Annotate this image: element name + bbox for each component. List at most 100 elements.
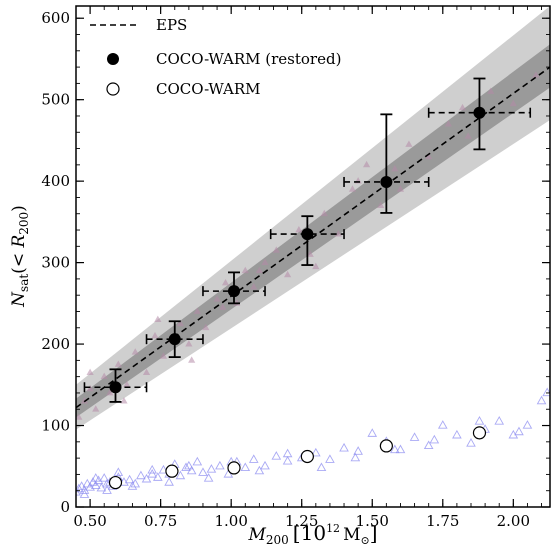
y-tick-label: 100 [41, 417, 70, 435]
restored-halo-point [509, 99, 517, 107]
restored-point [228, 285, 240, 298]
coco-warm-halo-point [536, 395, 547, 405]
coco-warm-point [165, 464, 179, 478]
restored-halo-point [320, 209, 328, 217]
x-axis-label: M200 [1012 M⊙] [247, 521, 377, 547]
restored-halo-point [86, 384, 94, 392]
restored-halo-point [241, 266, 249, 274]
legend: EPS COCO-WARM (restored) COCO-WARM [90, 16, 341, 98]
y-tick-label: 500 [41, 91, 70, 109]
confidence-bands [76, 6, 550, 430]
y-tick-label: 300 [41, 254, 70, 272]
coco-warm-halo-point [192, 456, 203, 466]
restored-halo-point [193, 307, 201, 314]
coco-warm-halo-point [350, 452, 361, 462]
coco-warm-halo-point [282, 455, 293, 465]
eps-line [76, 66, 550, 409]
scatter-coco-warm-haloes [76, 387, 550, 498]
restored-halo-point [202, 323, 210, 331]
restored-point [380, 175, 393, 188]
y-tick-label: 0 [60, 498, 70, 516]
coco-warm-point [300, 449, 314, 464]
restored-halo-point [106, 388, 114, 396]
x-tick-label: 2.00 [497, 512, 530, 530]
restored-halo-point [405, 140, 413, 147]
restored-halo-point [255, 266, 263, 274]
coco-warm-halo-point [466, 438, 476, 447]
coco-warm-point [472, 426, 487, 440]
legend-label-restored: COCO-WARM (restored) [156, 50, 341, 68]
x-tick-label: 1.00 [214, 512, 247, 530]
coco-warm-halo-point [88, 477, 98, 486]
coco-warm-halo-point [90, 480, 101, 489]
coco-warm-halo-point [158, 464, 169, 474]
coco-warm-halo-point [223, 468, 234, 478]
coco-warm-halo-point [198, 467, 208, 476]
y-tick-labels: 0 100 200 300 400 500 600 [41, 9, 70, 516]
coco-warm-halo-point [124, 474, 135, 484]
coco-warm-halo-point [395, 444, 406, 454]
coco-warm-halo-point [96, 482, 107, 492]
coco-warm-point [227, 461, 241, 475]
coco-warm-halo-point [76, 483, 84, 493]
restored-halo-point [425, 152, 433, 160]
coco-warm-halo-point [203, 473, 214, 482]
restored-halo-point [284, 270, 292, 278]
x-tick-label: 1.25 [285, 512, 318, 530]
x-tick-label: 1.50 [356, 512, 389, 530]
coco-warm-halo-point [240, 462, 251, 472]
restored-point [473, 106, 486, 119]
y-tick-label: 600 [41, 9, 70, 27]
restored-halo-point [92, 405, 100, 412]
y-axis-label: Nsat(< R200) [9, 205, 31, 308]
legend-restored-marker [107, 53, 119, 65]
coco-warm-halo-point [186, 465, 197, 475]
coco-warm-halo-point [79, 489, 90, 498]
plot-frame [75, 5, 551, 508]
coco-warm-halo-point [390, 444, 400, 454]
restored-halo-point [487, 87, 495, 94]
coco-warm-halo-point [437, 420, 448, 429]
coco-warm-point [379, 439, 393, 453]
y-tick-label: 400 [41, 172, 70, 190]
restored-halo-point [100, 372, 108, 380]
coco-warm-halo-point [542, 387, 550, 397]
coco-warm-halo-point [181, 462, 191, 472]
coco-warm-point [108, 475, 123, 490]
legend-label-eps: EPS [156, 16, 187, 34]
coco-warm-halo-point [102, 485, 112, 494]
coco-warm-halo-point [260, 460, 270, 470]
coco-warm-halo-point [206, 464, 217, 473]
restored-halo-point [391, 164, 399, 172]
coco-warm-halo-point [429, 434, 440, 444]
restored-halo-point [131, 348, 139, 355]
restored-halo-point [532, 71, 540, 78]
coco-warm-halo-point [316, 462, 327, 472]
restored-halo-point [295, 226, 303, 233]
restored-halo-point [464, 132, 472, 139]
coco-warm-halo-point [215, 460, 225, 470]
coco-warm-halo-point [113, 467, 124, 476]
restored-halo-point [123, 380, 131, 388]
coco-warm-halo-point [474, 416, 485, 425]
restored-halo-point [188, 356, 196, 363]
x-tick-label: 0.50 [73, 512, 106, 530]
restored-halo-point [151, 331, 159, 339]
restored-halo-point [312, 262, 320, 270]
restored-halo-point [221, 278, 230, 286]
restored-halo-point [80, 397, 89, 404]
coco-warm-halo-point [147, 468, 157, 478]
restored-halo-point [185, 340, 193, 347]
coco-warm-halo-point [184, 460, 194, 470]
coco-warm-halo-point [325, 454, 335, 463]
restored-halo-point [363, 160, 371, 168]
coco-warm-halo-point [409, 432, 420, 441]
restored-halo-point [250, 283, 258, 290]
band-inner [76, 44, 550, 418]
legend-label-coco-warm: COCO-WARM [156, 80, 261, 98]
coco-warm-halo-point [339, 442, 349, 452]
x-tick-labels: 0.50 0.75 1.00 1.25 1.50 1.75 2.00 [73, 512, 530, 530]
plot-area [76, 6, 550, 498]
series-coco-warm-points [108, 426, 487, 490]
